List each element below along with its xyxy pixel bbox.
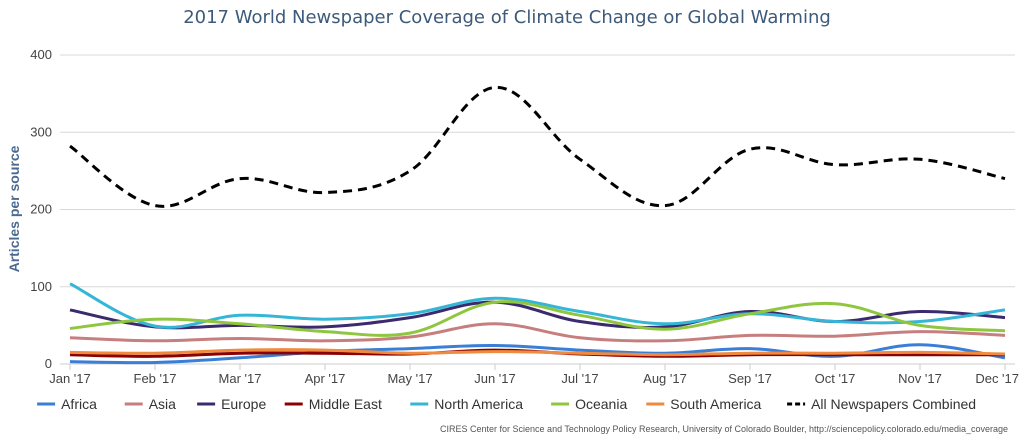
- y-tick-label: 200: [30, 202, 52, 217]
- y-tick-label: 300: [30, 124, 52, 139]
- x-tick-label: Dec '17: [975, 371, 1019, 386]
- x-tick-label: Feb '17: [134, 371, 177, 386]
- series-line-asia[interactable]: [69, 322, 1006, 343]
- series-group: [69, 85, 1006, 365]
- legend-label: North America: [434, 396, 523, 412]
- y-axis-label: Articles per source: [6, 145, 22, 272]
- series-line-north-america[interactable]: [69, 282, 1006, 329]
- legend-label: Middle East: [309, 396, 382, 412]
- series-line-south-america[interactable]: [69, 348, 1006, 357]
- x-tick-label: Jul '17: [561, 371, 598, 386]
- x-tick-label: May '17: [387, 371, 432, 386]
- x-tick-label: Sep '17: [728, 371, 772, 386]
- legend-item-oceania[interactable]: Oceania: [551, 396, 627, 412]
- legend-label: Europe: [221, 396, 266, 412]
- x-tick-label: Jun '17: [474, 371, 516, 386]
- legend-label: All Newspapers Combined: [811, 396, 976, 412]
- legend-label: Oceania: [575, 396, 627, 412]
- chart-title: 2017 World Newspaper Coverage of Climate…: [183, 7, 831, 28]
- x-tick-label: Aug '17: [643, 371, 687, 386]
- legend-item-north-america[interactable]: North America: [410, 396, 523, 412]
- legend-item-europe[interactable]: Europe: [197, 396, 266, 412]
- y-tick-label: 100: [30, 279, 52, 294]
- series-line-oceania[interactable]: [69, 300, 1006, 337]
- legend-item-africa[interactable]: Africa: [37, 396, 97, 412]
- legend-item-middle-east[interactable]: Middle East: [284, 396, 382, 412]
- x-tick-label: Mar '17: [219, 371, 262, 386]
- legend[interactable]: Africa Asia Europe Middle East North America…: [37, 396, 976, 412]
- x-tick-label: Nov '17: [898, 371, 942, 386]
- series-line-all-newspapers-combined[interactable]: [69, 85, 1006, 208]
- legend-item-south-america[interactable]: South America: [646, 396, 762, 412]
- x-tick-label: Apr '17: [305, 371, 346, 386]
- y-tick-label: 0: [45, 356, 52, 371]
- credit-text: CIRES Center for Science and Technology …: [440, 424, 1008, 434]
- x-tick-label: Oct '17: [815, 371, 856, 386]
- x-ticks: Jan '17 Feb '17 Mar '17 Apr '17 May '17 Jun '…: [49, 364, 1019, 386]
- legend-label: Africa: [61, 396, 97, 412]
- y-ticks: 0 100 200 300 400: [30, 47, 52, 371]
- legend-item-asia[interactable]: Asia: [124, 396, 176, 412]
- y-tick-label: 400: [30, 47, 52, 62]
- x-tick-label: Jan '17: [49, 371, 91, 386]
- legend-label: Asia: [149, 396, 176, 412]
- legend-label: South America: [670, 396, 761, 412]
- legend-item-all-newspapers-combined[interactable]: All Newspapers Combined: [787, 396, 976, 412]
- grid: [60, 54, 1015, 365]
